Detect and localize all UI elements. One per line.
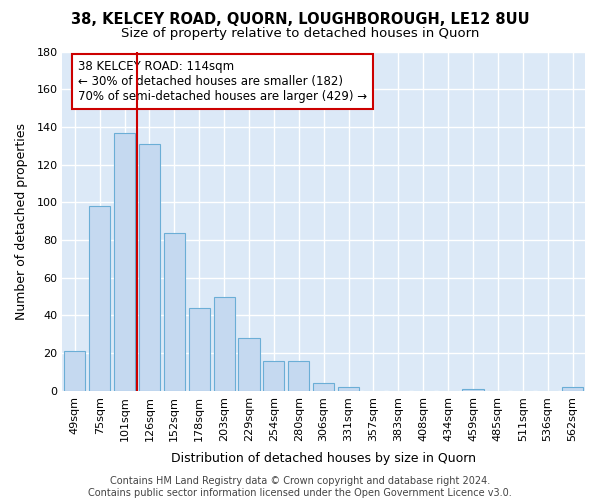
Bar — [238, 338, 260, 391]
Bar — [313, 384, 334, 391]
Text: Contains HM Land Registry data © Crown copyright and database right 2024.
Contai: Contains HM Land Registry data © Crown c… — [88, 476, 512, 498]
Bar — [214, 296, 235, 391]
Bar — [164, 232, 185, 391]
Bar — [288, 360, 310, 391]
Bar — [89, 206, 110, 391]
Bar — [562, 387, 583, 391]
Bar — [114, 132, 135, 391]
Text: 38, KELCEY ROAD, QUORN, LOUGHBOROUGH, LE12 8UU: 38, KELCEY ROAD, QUORN, LOUGHBOROUGH, LE… — [71, 12, 529, 28]
Bar — [463, 389, 484, 391]
Text: Size of property relative to detached houses in Quorn: Size of property relative to detached ho… — [121, 28, 479, 40]
X-axis label: Distribution of detached houses by size in Quorn: Distribution of detached houses by size … — [171, 452, 476, 465]
Y-axis label: Number of detached properties: Number of detached properties — [15, 122, 28, 320]
Bar — [263, 360, 284, 391]
Bar — [338, 387, 359, 391]
Bar — [139, 144, 160, 391]
Bar — [64, 352, 85, 391]
Text: 38 KELCEY ROAD: 114sqm
← 30% of detached houses are smaller (182)
70% of semi-de: 38 KELCEY ROAD: 114sqm ← 30% of detached… — [78, 60, 367, 103]
Bar — [188, 308, 210, 391]
